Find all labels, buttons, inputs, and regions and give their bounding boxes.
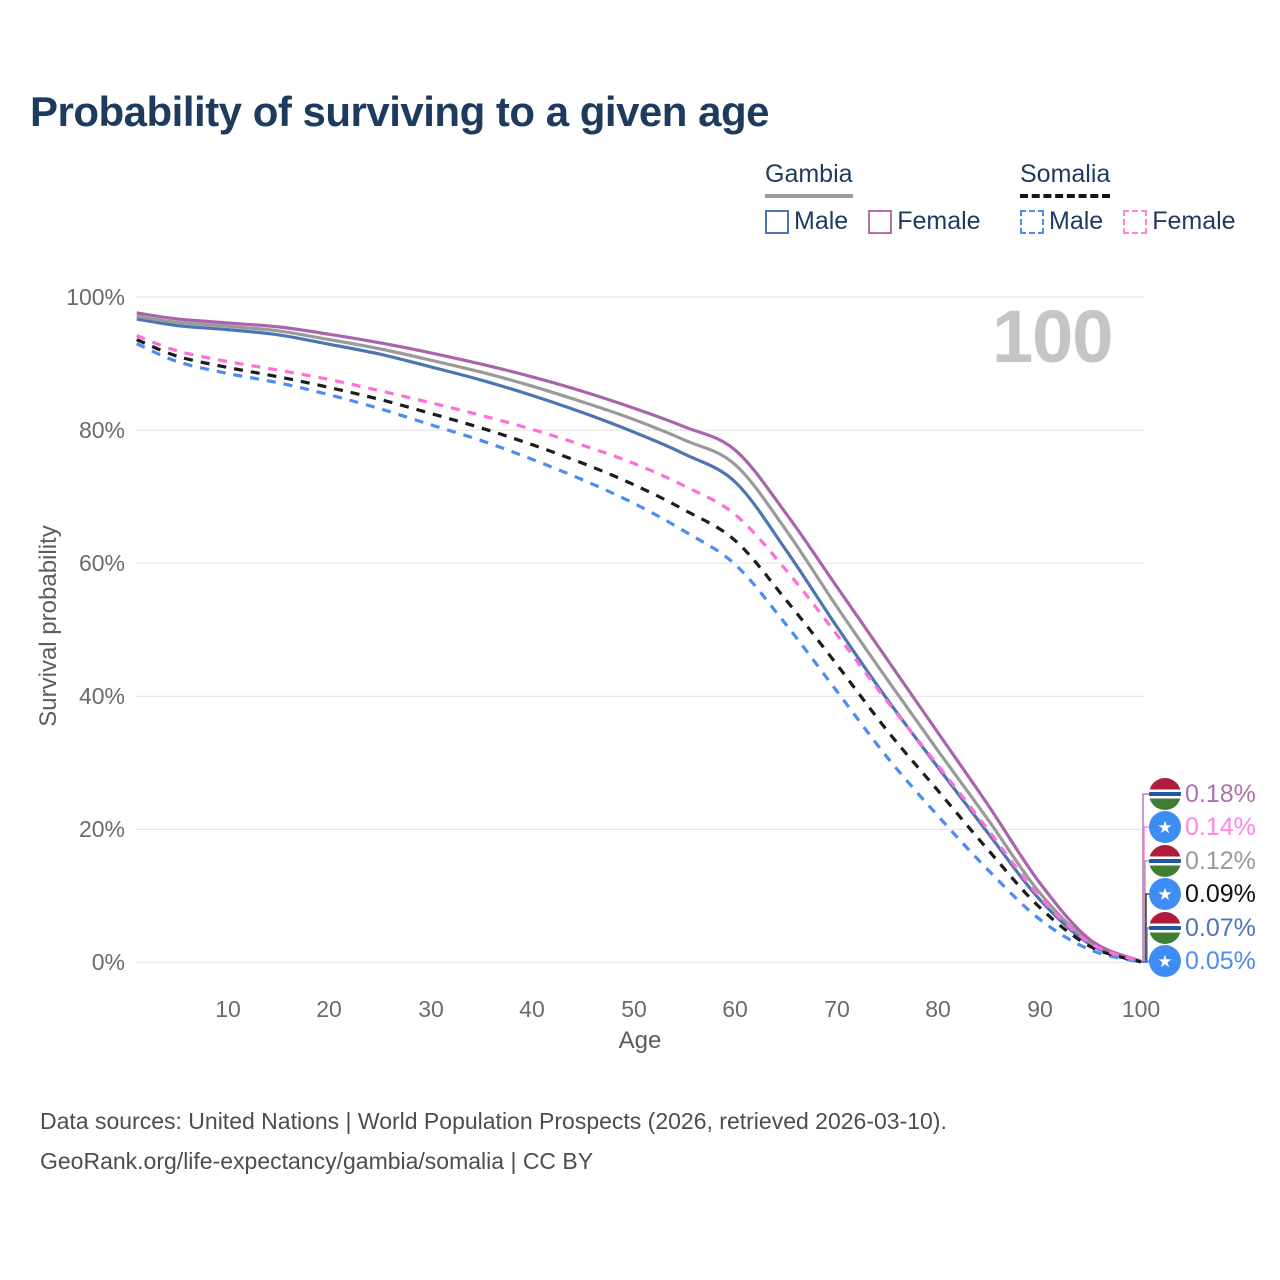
somalia-flag-star-icon: [1149, 945, 1181, 977]
x-tick-10: 10: [215, 996, 241, 1022]
y-tick-0: 0%: [91, 949, 125, 975]
legend-item-label: Male: [794, 207, 849, 235]
legend-item-label: Female: [897, 207, 981, 235]
x-tick-30: 30: [418, 996, 444, 1022]
legend-group-somalia: Somalia Male Female: [1020, 160, 1256, 236]
series-end-value: 0.12%: [1185, 846, 1256, 875]
series-end-value: 0.09%: [1185, 879, 1256, 908]
legend-group-gambia: Gambia Male Female: [765, 160, 1001, 236]
page-title: Probability of surviving to a given age: [30, 88, 769, 135]
y-axis-title: Survival probability: [35, 525, 62, 727]
x-tick-50: 50: [621, 996, 647, 1022]
y-tick-100: 100%: [66, 284, 125, 310]
x-tick-80: 80: [925, 996, 951, 1022]
legend-item-somalia-male[interactable]: Male: [1020, 207, 1103, 236]
y-tick-80: 80%: [78, 417, 125, 443]
data-sources-text: Data sources: United Nations | World Pop…: [40, 1108, 947, 1134]
series-end-label-row: 0.07%: [1149, 911, 1256, 945]
survival-chart[interactable]: 0% 20% 40% 60% 80% 100% 10 20 30 40 50 6…: [0, 0, 1280, 1080]
y-tick-40: 40%: [78, 683, 125, 709]
somalia-male-line-swatch-icon: [1020, 209, 1044, 234]
x-tick-40: 40: [519, 996, 545, 1022]
series-end-label-row: 0.09%: [1149, 877, 1256, 911]
y-tick-20: 20%: [78, 816, 125, 842]
gambia-flag-icon: [1149, 845, 1181, 877]
legend-item-label: Male: [1049, 207, 1104, 235]
x-tick-100: 100: [1121, 996, 1161, 1022]
legend-item-gambia-male[interactable]: Male: [765, 207, 848, 236]
series-end-label-row: 0.14%: [1149, 810, 1256, 844]
legend-item-label: Female: [1152, 207, 1236, 235]
x-tick-70: 70: [824, 996, 850, 1022]
series-end-value: 0.14%: [1185, 812, 1256, 841]
plot-canvas[interactable]: [0, 0, 1280, 1080]
gambia-male-line-swatch-icon: [765, 209, 789, 234]
somalia-flag-star-icon: [1149, 878, 1181, 910]
somalia-flag-star-icon: [1149, 811, 1181, 843]
gambia-female-line-swatch-icon: [868, 209, 893, 234]
attribution-text: GeoRank.org/life-expectancy/gambia/somal…: [40, 1148, 594, 1174]
x-axis-title: Age: [618, 1027, 662, 1054]
legend-country-gambia: Gambia: [765, 160, 853, 198]
series-end-value: 0.05%: [1185, 946, 1256, 975]
somalia-female-line-swatch-icon: [1123, 209, 1148, 234]
legend-item-gambia-female[interactable]: Female: [868, 207, 981, 236]
series-end-value: 0.07%: [1185, 913, 1256, 942]
series-end-label-row: 0.05%: [1149, 944, 1256, 978]
hover-age-watermark: 100: [992, 295, 1113, 378]
x-tick-20: 20: [316, 996, 342, 1022]
y-tick-60: 60%: [78, 550, 125, 576]
series-end-label-row: 0.12%: [1149, 844, 1256, 878]
legend-country-somalia: Somalia: [1020, 160, 1111, 198]
x-tick-90: 90: [1027, 996, 1053, 1022]
x-tick-60: 60: [722, 996, 748, 1022]
series-end-label-row: 0.18%: [1149, 777, 1256, 811]
gambia-flag-icon: [1149, 912, 1181, 944]
legend-item-somalia-female[interactable]: Female: [1123, 207, 1236, 236]
series-end-value: 0.18%: [1185, 779, 1256, 808]
gambia-flag-icon: [1149, 778, 1181, 810]
